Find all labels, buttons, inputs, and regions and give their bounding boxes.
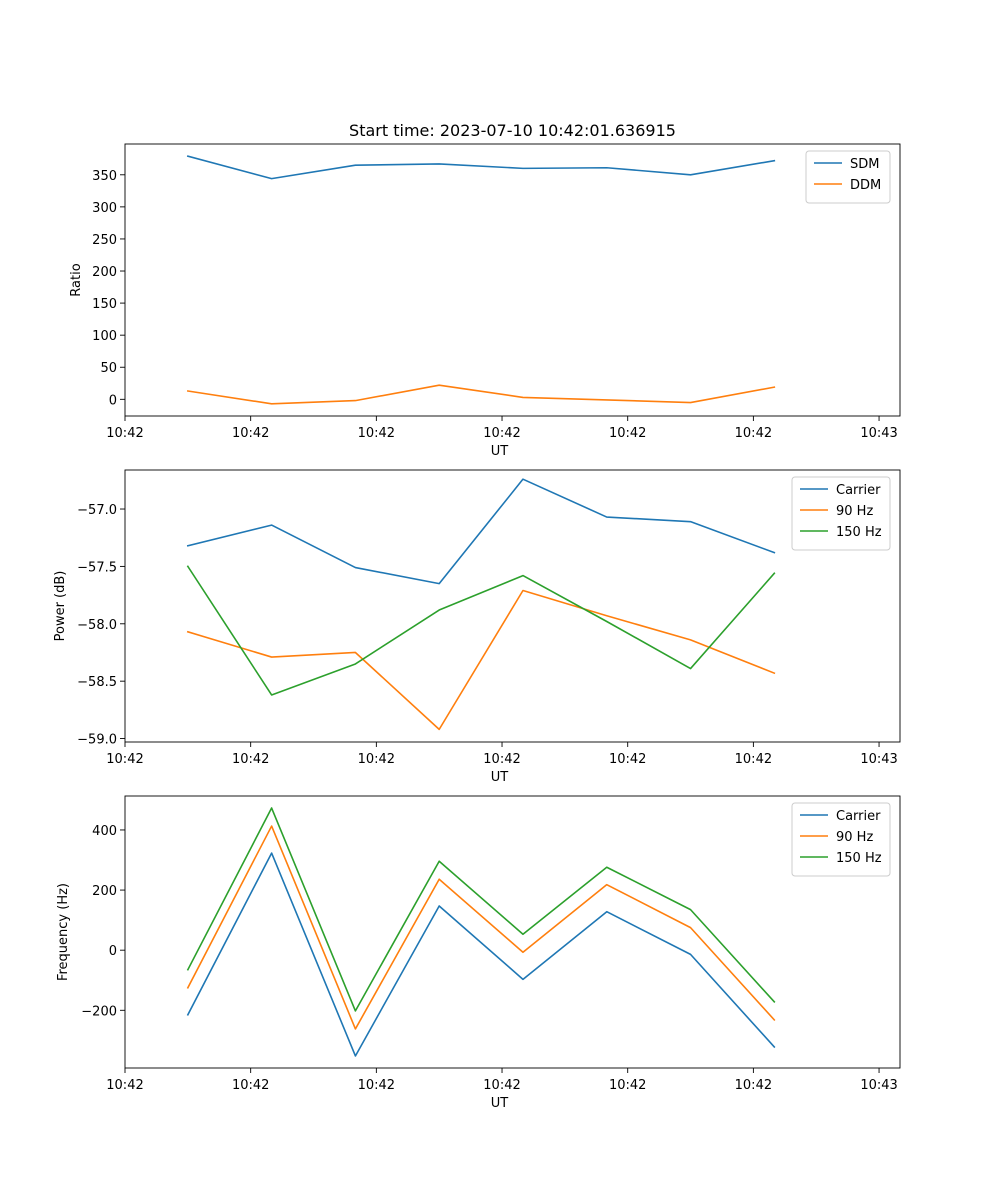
y-tick-label: −57.5: [77, 560, 117, 575]
x-axis-label: UT: [491, 444, 509, 459]
x-tick-label: 10:43: [860, 752, 897, 767]
x-tick-label: 10:42: [232, 1078, 269, 1093]
y-tick-label: −58.5: [77, 675, 117, 690]
series-line-carrier: [186, 852, 776, 1057]
legend-label: 150 Hz: [836, 851, 882, 866]
x-tick-label: 10:42: [358, 426, 395, 441]
y-tick-label: 300: [92, 201, 117, 216]
legend-label: Carrier: [836, 483, 881, 498]
x-tick-label: 10:42: [106, 1078, 143, 1093]
x-tick-label: 10:42: [483, 752, 520, 767]
y-tick-label: 150: [92, 297, 117, 312]
x-tick-label: 10:42: [106, 752, 143, 767]
chart-panel-2: 10:42 10:42 10:42 10:42 10:42 10:42 10:43 −59.0…: [53, 469, 901, 785]
x-axis-label: UT: [491, 1096, 509, 1111]
y-tick-label: 100: [92, 329, 117, 344]
x-tick-label: 10:42: [483, 1078, 520, 1093]
x-tick-label: 10:42: [735, 426, 772, 441]
series-line-90-hz: [186, 825, 776, 1030]
x-tick-label: 10:42: [232, 426, 269, 441]
axes-frame: [124, 143, 901, 417]
series-line-150-hz: [186, 565, 776, 696]
y-tick-label: 0: [109, 393, 117, 408]
legend-label: 90 Hz: [836, 830, 873, 845]
x-tick-label: 10:42: [358, 1078, 395, 1093]
figure-title: Start time: 2023-07-10 10:42:01.636915: [349, 121, 676, 140]
y-tick-label: 50: [100, 361, 117, 376]
axes-frame: [124, 469, 901, 743]
legend-label: Carrier: [836, 809, 881, 824]
legend-label: DDM: [850, 178, 881, 193]
series-line-150-hz: [186, 807, 776, 1012]
y-tick-label: 200: [92, 265, 117, 280]
y-axis-label: Frequency (Hz): [56, 883, 71, 981]
chart-panel-1: 10:42 10:42 10:42 10:42 10:42 10:42 10:43 0 50 10…: [69, 143, 901, 459]
series-line-90-hz: [186, 589, 776, 731]
x-tick-label: 10:42: [735, 1078, 772, 1093]
x-tick-label: 10:42: [232, 752, 269, 767]
series-line-ddm: [186, 384, 776, 405]
x-tick-label: 10:43: [860, 426, 897, 441]
y-tick-label: −57.0: [77, 503, 117, 518]
axes-frame: [124, 795, 901, 1069]
x-tick-label: 10:43: [860, 1078, 897, 1093]
series-line-carrier: [186, 478, 776, 585]
x-tick-label: 10:42: [609, 1078, 646, 1093]
y-tick-label: 250: [92, 233, 117, 248]
legend-label: 150 Hz: [836, 525, 882, 540]
y-tick-label: −58.0: [77, 618, 117, 633]
y-tick-label: 200: [92, 884, 117, 899]
x-tick-label: 10:42: [483, 426, 520, 441]
chart-panel-3: 10:42 10:42 10:42 10:42 10:42 10:42 10:43 −200 0…: [56, 795, 901, 1111]
x-tick-label: 10:42: [106, 426, 143, 441]
x-tick-label: 10:42: [609, 752, 646, 767]
x-tick-label: 10:42: [609, 426, 646, 441]
x-tick-label: 10:42: [735, 752, 772, 767]
chart-panels: 10:42 10:42 10:42 10:42 10:42 10:42 10:43 0 50 10…: [53, 143, 901, 1111]
y-tick-label: 0: [109, 944, 117, 959]
y-axis-label: Ratio: [69, 263, 84, 296]
x-tick-label: 10:42: [358, 752, 395, 767]
legend-label: 90 Hz: [836, 504, 873, 519]
legend-box: [805, 150, 891, 204]
legend: SDM DDM: [805, 150, 891, 204]
legend: Carrier 90 Hz 150 Hz: [791, 476, 891, 551]
series-line-sdm: [186, 155, 776, 180]
legend-label: SDM: [850, 157, 879, 172]
x-axis-label: UT: [491, 770, 509, 785]
y-tick-label: 350: [92, 169, 117, 184]
legend: Carrier 90 Hz 150 Hz: [791, 802, 891, 877]
y-tick-label: −59.0: [77, 733, 117, 748]
y-axis-label: Power (dB): [53, 571, 68, 642]
y-tick-label: 400: [92, 824, 117, 839]
y-tick-label: −200: [81, 1004, 117, 1019]
